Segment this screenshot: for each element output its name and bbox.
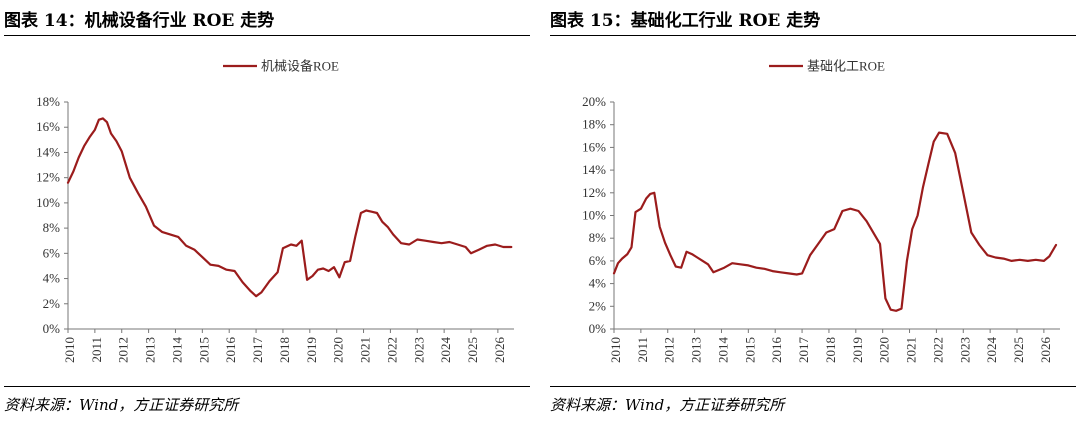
x-tick-label: 2022 [930, 337, 945, 363]
x-tick-label: 2022 [384, 337, 399, 363]
x-tick-label: 2021 [904, 337, 919, 363]
x-tick-label: 2010 [62, 337, 77, 363]
x-tick-label: 2023 [411, 337, 426, 363]
x-tick-label: 2018 [277, 337, 292, 363]
y-tick-label: 12% [36, 170, 60, 185]
series-line [66, 117, 513, 298]
legend-label: 机械设备ROE [261, 59, 339, 74]
y-tick-label: 16% [582, 139, 606, 154]
y-tick-label: 4% [589, 276, 607, 291]
x-tick-label: 2010 [608, 337, 623, 363]
x-tick-label: 2016 [769, 337, 784, 364]
x-tick-label: 2012 [662, 337, 677, 363]
x-tick-label: 2011 [635, 337, 650, 363]
legend-label: 基础化工ROE [807, 59, 885, 74]
x-tick-label: 2026 [492, 337, 507, 364]
x-tick-label: 2025 [1011, 337, 1026, 363]
x-tick-label: 2015 [196, 337, 211, 363]
x-tick-label: 2018 [823, 337, 838, 363]
chart-title: 图表 14：机械设备行业 ROE 走势 [4, 11, 275, 31]
x-tick-label: 2014 [169, 337, 184, 364]
source-divider [550, 386, 1076, 387]
y-tick-label: 18% [582, 117, 606, 132]
x-tick-label: 2024 [438, 337, 453, 364]
x-tick-label: 2025 [465, 337, 480, 363]
x-tick-label: 2013 [689, 337, 704, 363]
x-tick-label: 2019 [304, 337, 319, 363]
y-tick-label: 16% [36, 119, 60, 134]
title-divider [4, 35, 530, 36]
x-tick-label: 2011 [89, 337, 104, 363]
y-tick-label: 10% [36, 195, 60, 210]
title-divider [550, 35, 1076, 36]
y-tick-label: 20% [582, 94, 606, 109]
chart-panel-machinery: 图表 14：机械设备行业 ROE 走势 0% 2% 4% 6% 8% 10% 12% 14% 1… [4, 0, 534, 422]
x-tick-label: 2023 [957, 337, 972, 363]
x-tick-label: 2020 [877, 337, 892, 363]
x-tick-label: 2013 [143, 337, 158, 363]
source-divider [4, 386, 530, 387]
y-tick-label: 6% [43, 245, 61, 260]
y-tick-label: 0% [43, 321, 61, 336]
x-tick-label: 2014 [715, 337, 730, 364]
y-tick-label: 14% [582, 162, 606, 177]
y-tick-label: 2% [589, 298, 607, 313]
x-tick-label: 2012 [116, 337, 131, 363]
x-tick-label: 2024 [984, 337, 999, 364]
source-note: 资料来源：Wind，方正证券研究所 [550, 396, 785, 414]
chart-title: 图表 15：基础化工行业 ROE 走势 [550, 11, 821, 31]
x-tick-label: 2017 [796, 337, 811, 364]
x-tick-label: 2020 [331, 337, 346, 363]
y-tick-label: 10% [582, 208, 606, 223]
y-tick-label: 4% [43, 271, 61, 286]
y-tick-label: 14% [36, 144, 60, 159]
x-tick-label: 2015 [742, 337, 757, 363]
y-tick-label: 0% [589, 321, 607, 336]
y-tick-label: 8% [43, 220, 61, 235]
series-line [612, 131, 1058, 312]
line-chart-machinery-roe: 0% 2% 4% 6% 8% 10% 12% 14% 16% 18% 2010 2011 2012 201… [36, 59, 514, 364]
y-tick-label: 6% [589, 253, 607, 268]
y-tick-label: 2% [43, 296, 61, 311]
x-tick-label: 2017 [250, 337, 265, 364]
source-note: 资料来源：Wind，方正证券研究所 [4, 396, 239, 414]
x-tick-label: 2021 [358, 337, 373, 363]
x-tick-label: 2019 [850, 337, 865, 363]
line-chart-chemical-roe: 0% 2% 4% 6% 8% 10% 12% 14% 16% 18% 20% 2010 2011 2012… [582, 59, 1060, 364]
x-tick-label: 2016 [223, 337, 238, 364]
y-tick-label: 12% [582, 185, 606, 200]
y-tick-label: 18% [36, 94, 60, 109]
y-tick-label: 8% [589, 230, 607, 245]
chart-panel-chemical: 图表 15：基础化工行业 ROE 走势 0% 2% 4% 6% 8% 10% 12% 14% 1… [550, 0, 1080, 422]
x-tick-label: 2026 [1038, 337, 1053, 364]
